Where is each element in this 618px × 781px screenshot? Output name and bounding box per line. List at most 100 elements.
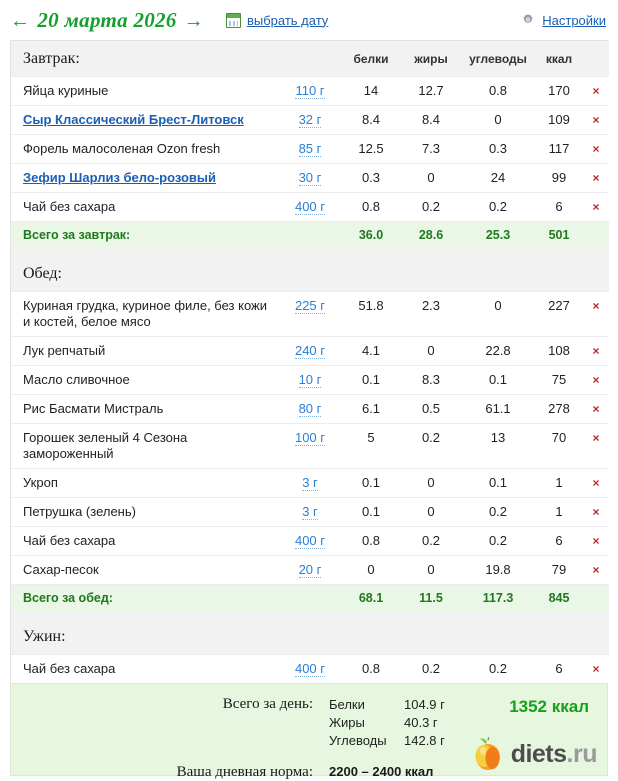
delete-food-icon[interactable]: × [592, 563, 600, 577]
meal-total-fat: 11.5 [401, 584, 461, 611]
food-kcal-value: 6 [535, 654, 583, 683]
current-date-label: 20 марта 2026 [37, 7, 177, 32]
column-header-weight [279, 611, 341, 655]
food-name[interactable]: Горошек зеленый 4 Сезона замороженный [23, 430, 188, 461]
food-fat-value: 7.3 [401, 134, 461, 164]
food-name[interactable]: Зефир Шарлиз бело-розовый [23, 170, 217, 185]
macro-breakdown: Белки 104.9 г Жиры 40.3 г Углеводы 142.8 г [329, 696, 474, 750]
food-weight-link[interactable]: 20 г [298, 562, 322, 578]
food-kcal-value: 70 [535, 423, 583, 469]
food-name[interactable]: Форель малосоленая Ozon fresh [23, 141, 221, 156]
food-protein-value: 0.1 [341, 497, 401, 527]
food-weight-cell: 10 г [279, 365, 341, 395]
food-weight-link[interactable]: 110 г [295, 83, 325, 99]
delete-food-icon[interactable]: × [592, 505, 600, 519]
food-weight-link[interactable]: 10 г [298, 372, 322, 388]
food-fat-value: 0 [401, 468, 461, 498]
delete-food-icon[interactable]: × [592, 344, 600, 358]
food-name[interactable]: Сахар-песок [23, 562, 99, 577]
delete-food-icon[interactable]: × [592, 142, 600, 156]
next-day-arrow[interactable]: → [183, 9, 204, 32]
food-name[interactable]: Чай без сахара [23, 661, 116, 676]
delete-food-icon[interactable]: × [592, 476, 600, 490]
delete-food-icon[interactable]: × [592, 662, 600, 676]
food-name-cell: Сахар-песок [11, 555, 279, 585]
food-carbs-value: 22.8 [461, 336, 535, 366]
delete-food-icon[interactable]: × [592, 200, 600, 214]
food-name[interactable]: Куриная грудка, куриное филе, без кожи и… [23, 298, 268, 329]
delete-food-icon[interactable]: × [592, 373, 600, 387]
food-fat-value: 2.3 [401, 291, 461, 337]
food-carbs-value: 13 [461, 423, 535, 469]
food-weight-link[interactable]: 32 г [298, 112, 322, 128]
delete-cell: × [583, 163, 609, 193]
food-kcal-value: 109 [535, 105, 583, 135]
settings-control[interactable]: Настройки [521, 13, 606, 28]
food-weight-link[interactable]: 30 г [298, 170, 322, 186]
food-fat-value: 0.2 [401, 192, 461, 222]
meal-total-actions [583, 584, 609, 611]
food-row: Петрушка (зелень) 3 г 0.1 0 0.2 1 × [11, 497, 609, 527]
food-kcal-value: 227 [535, 291, 583, 337]
delete-cell: × [583, 105, 609, 135]
pick-date-link[interactable]: выбрать дату [246, 12, 329, 28]
site-logo: diets.ru [473, 737, 598, 771]
food-name[interactable]: Чай без сахара [23, 199, 116, 214]
food-weight-link[interactable]: 400 г [294, 533, 326, 549]
pick-date-control[interactable]: выбрать дату [225, 12, 329, 28]
food-weight-link[interactable]: 85 г [298, 141, 322, 157]
delete-cell: × [583, 192, 609, 222]
food-name[interactable]: Сыр Классический Брест-Литовск [23, 112, 244, 127]
food-kcal-value: 99 [535, 163, 583, 193]
food-name[interactable]: Петрушка (зелень) [23, 504, 136, 519]
food-carbs-value: 24 [461, 163, 535, 193]
food-name[interactable]: Лук репчатый [23, 343, 106, 358]
food-weight-link[interactable]: 3 г [302, 475, 318, 491]
food-name[interactable]: Рис Басмати Мистраль [23, 401, 164, 416]
delete-food-icon[interactable]: × [592, 299, 600, 313]
delete-food-icon[interactable]: × [592, 534, 600, 548]
food-name[interactable]: Яйца куриные [23, 83, 109, 98]
daily-norm-label: Ваша дневная норма: [176, 764, 313, 780]
food-weight-link[interactable]: 240 г [294, 343, 326, 359]
food-protein-value: 4.1 [341, 336, 401, 366]
column-header-kcal [535, 611, 583, 655]
food-name[interactable]: Укроп [23, 475, 58, 490]
food-name-cell: Зефир Шарлиз бело-розовый [11, 163, 279, 193]
delete-food-icon[interactable]: × [592, 113, 600, 127]
food-name-cell: Масло сливочное [11, 365, 279, 395]
food-weight-link[interactable]: 3 г [302, 504, 318, 520]
meal-title: Завтрак: [11, 41, 279, 77]
column-header-carbs [461, 248, 535, 292]
delete-food-icon[interactable]: × [592, 402, 600, 416]
food-weight-link[interactable]: 80 г [298, 401, 322, 417]
delete-cell: × [583, 291, 609, 337]
apple-icon [475, 737, 500, 770]
macro-name: Жиры [329, 715, 365, 730]
logo-text: diets.ru [511, 740, 598, 769]
food-weight-cell: 100 г [279, 423, 341, 469]
column-header-actions [583, 41, 609, 77]
settings-link[interactable]: Настройки [542, 12, 606, 28]
delete-food-icon[interactable]: × [592, 431, 600, 445]
delete-food-icon[interactable]: × [592, 171, 600, 185]
food-protein-value: 0.1 [341, 365, 401, 395]
column-header-kcal [535, 248, 583, 292]
food-carbs-value: 0.2 [461, 497, 535, 527]
food-kcal-value: 108 [535, 336, 583, 366]
food-name[interactable]: Чай без сахара [23, 533, 116, 548]
macro-line: Жиры 40.3 г [329, 714, 474, 732]
food-name-cell: Форель малосоленая Ozon fresh [11, 134, 279, 164]
food-carbs-value: 0.8 [461, 76, 535, 106]
food-weight-link[interactable]: 400 г [294, 199, 326, 215]
food-name-cell: Сыр Классический Брест-Литовск [11, 105, 279, 135]
food-weight-cell: 3 г [279, 497, 341, 527]
food-weight-link[interactable]: 400 г [294, 661, 326, 677]
prev-day-arrow[interactable]: ← [10, 9, 31, 32]
food-name[interactable]: Масло сливочное [23, 372, 130, 387]
delete-food-icon[interactable]: × [592, 84, 600, 98]
food-weight-link[interactable]: 100 г [294, 430, 326, 446]
food-weight-link[interactable]: 225 г [294, 298, 326, 314]
food-row: Зефир Шарлиз бело-розовый 30 г 0.3 0 24 99 × [11, 163, 609, 193]
food-fat-value: 0.2 [401, 654, 461, 683]
